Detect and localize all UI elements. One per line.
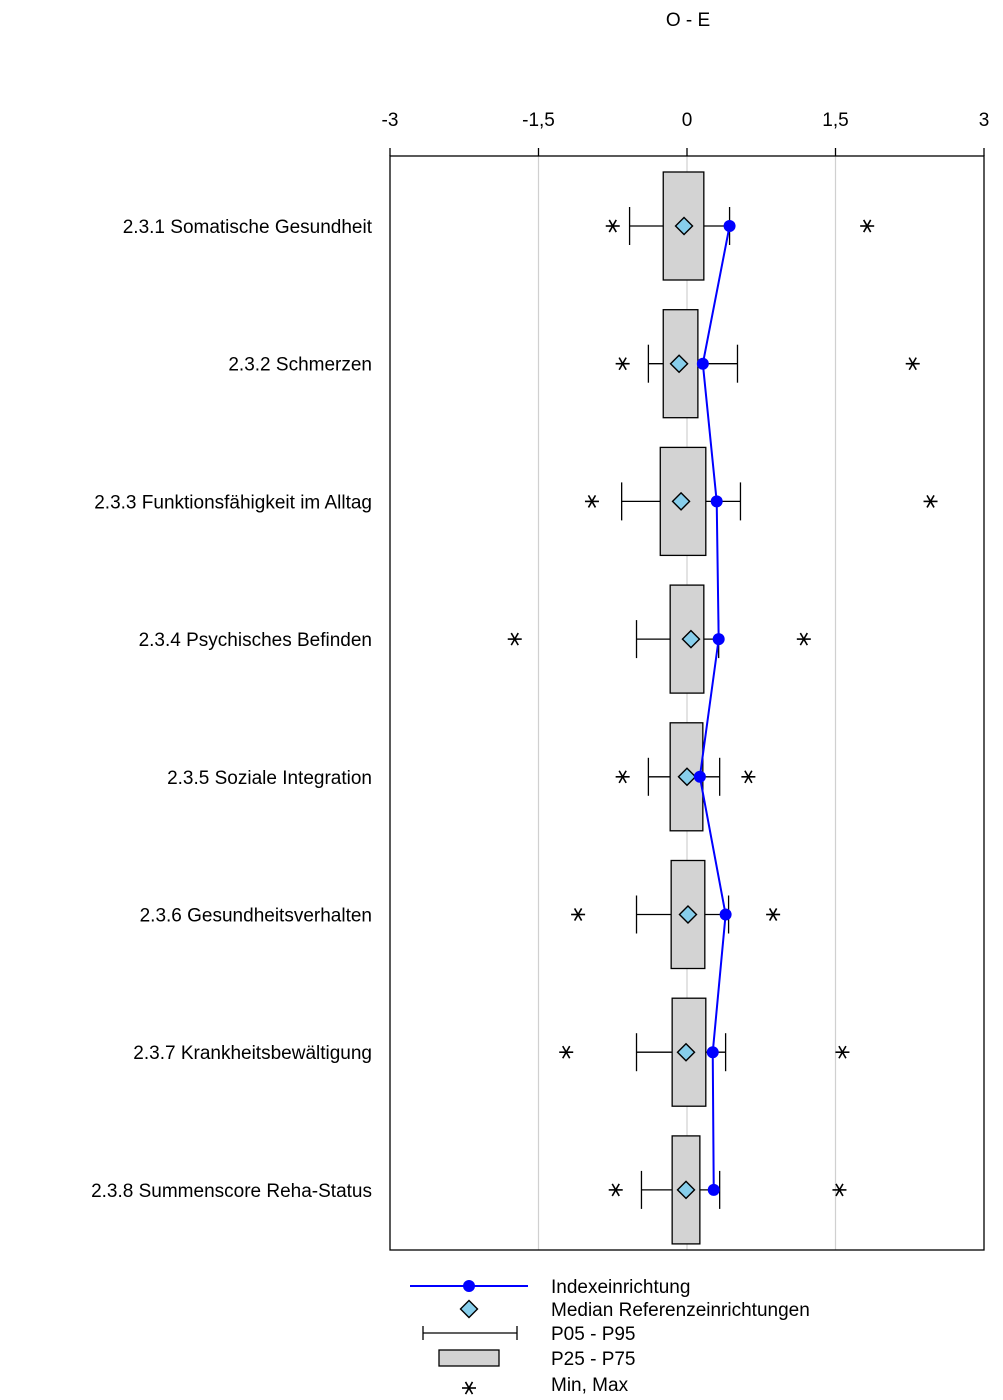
legend-label: Min, Max — [551, 1375, 629, 1396]
index-point — [719, 908, 732, 921]
legend-item-minmax: Min, Max — [462, 1375, 629, 1396]
category-label: 2.3.8 Summenscore Reha-Status — [91, 1181, 372, 1202]
x-tick-label: 0 — [682, 110, 693, 131]
x-tick-label: 3 — [979, 110, 990, 131]
median-marker — [678, 905, 698, 924]
min-marker — [584, 494, 599, 508]
index-series — [693, 220, 736, 1196]
max-marker — [835, 1045, 850, 1059]
box-group — [584, 446, 938, 557]
chart-title: O - E — [666, 10, 710, 31]
index-point — [707, 1183, 720, 1196]
max-marker — [832, 1183, 847, 1197]
box-group — [507, 584, 811, 694]
min-marker — [615, 357, 630, 371]
category-labels: 2.3.1 Somatische Gesundheit 2.3.2 Schmerz… — [91, 217, 373, 1202]
legend-item-range: P05 - P95 — [422, 1324, 636, 1345]
x-axis: -3 -1,5 0 1,5 3 — [382, 110, 990, 156]
legend-item-median: Median Referenzeinrichtungen — [459, 1299, 810, 1321]
legend-item-index: Indexeinrichtung — [410, 1277, 690, 1298]
category-label: 2.3.6 Gesundheitsverhalten — [140, 906, 372, 927]
box-group — [615, 309, 920, 419]
category-label: 2.3.1 Somatische Gesundheit — [123, 217, 373, 238]
max-marker — [923, 494, 938, 508]
median-marker — [676, 1180, 696, 1200]
legend-index-point — [463, 1280, 475, 1292]
median-marker — [677, 767, 697, 787]
box-plots — [507, 171, 938, 1245]
iqr-box — [670, 859, 706, 970]
box-group — [608, 1135, 847, 1245]
median-marker — [671, 491, 691, 511]
legend-label: P05 - P95 — [551, 1324, 636, 1345]
legend-label: P25 - P75 — [551, 1349, 636, 1370]
box-group — [605, 171, 875, 281]
max-marker — [796, 632, 811, 646]
category-label: 2.3.7 Krankheitsbewältigung — [133, 1043, 372, 1064]
median-marker — [669, 354, 689, 374]
min-marker — [507, 632, 522, 646]
median-marker — [676, 1042, 696, 1062]
min-marker — [608, 1183, 623, 1197]
x-tick-label: -3 — [382, 110, 399, 131]
legend-box — [438, 1349, 500, 1367]
max-marker — [905, 357, 920, 371]
index-point — [706, 1046, 719, 1059]
index-point — [693, 770, 706, 783]
box-group — [615, 722, 756, 832]
x-tick-label: -1,5 — [522, 110, 555, 131]
max-marker — [741, 770, 756, 784]
min-marker — [615, 770, 630, 784]
index-point — [710, 495, 723, 508]
index-line — [698, 225, 731, 1190]
median-marker — [674, 216, 694, 236]
legend-median-marker — [459, 1299, 479, 1319]
index-point — [723, 220, 736, 232]
category-label: 2.3.5 Soziale Integration — [167, 768, 372, 789]
index-point — [696, 357, 709, 370]
legend-item-box: P25 - P75 — [438, 1349, 636, 1370]
legend-label: Indexeinrichtung — [551, 1277, 690, 1298]
median-marker — [681, 629, 701, 649]
legend-label: Median Referenzeinrichtungen — [551, 1300, 810, 1321]
category-label: 2.3.4 Psychisches Befinden — [139, 630, 372, 651]
category-label: 2.3.3 Funktionsfähigkeit im Alltag — [94, 492, 372, 513]
min-marker — [559, 1045, 574, 1059]
min-marker — [605, 219, 620, 233]
max-marker — [766, 908, 781, 921]
max-marker — [860, 219, 875, 233]
min-marker — [571, 908, 586, 921]
category-label: 2.3.2 Schmerzen — [228, 355, 372, 376]
box-group — [571, 859, 781, 970]
x-tick-label: 1,5 — [822, 110, 848, 131]
box-group — [559, 997, 850, 1107]
plot-frame — [389, 155, 985, 1251]
index-point — [712, 633, 725, 646]
legend-minmax-marker — [462, 1381, 476, 1395]
